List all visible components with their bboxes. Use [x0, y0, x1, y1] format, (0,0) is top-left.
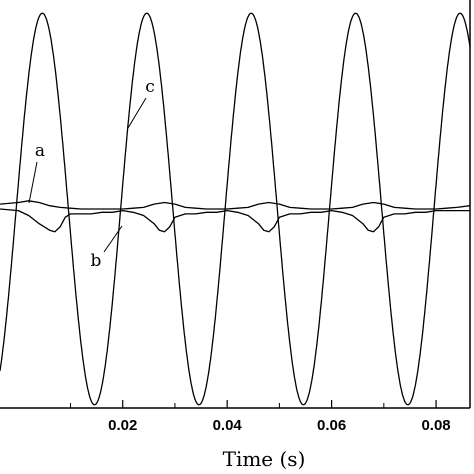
x-axis-title: Time (s) [223, 447, 306, 471]
series-c-line [0, 12, 471, 406]
series-a-line [0, 200, 471, 210]
x-ticks: 0.02 0.04 0.06 0.08 [70, 400, 451, 434]
curve-label-a: a [35, 141, 45, 161]
series-b-line [0, 208, 470, 233]
curve-label-b: b [91, 251, 102, 271]
x-tick-label: 0.04 [213, 417, 243, 434]
label-leader-a [28, 161, 38, 204]
plot-axes [0, 0, 471, 409]
x-tick-label: 0.02 [108, 417, 137, 434]
label-leader-c [127, 97, 147, 129]
x-tick-label: 0.06 [317, 417, 346, 434]
curve-labels: a b c [28, 77, 155, 271]
label-leader-b [103, 225, 123, 253]
x-tick-label: 0.08 [421, 417, 450, 434]
curve-label-c: c [145, 77, 155, 97]
plot-curves [0, 12, 471, 406]
